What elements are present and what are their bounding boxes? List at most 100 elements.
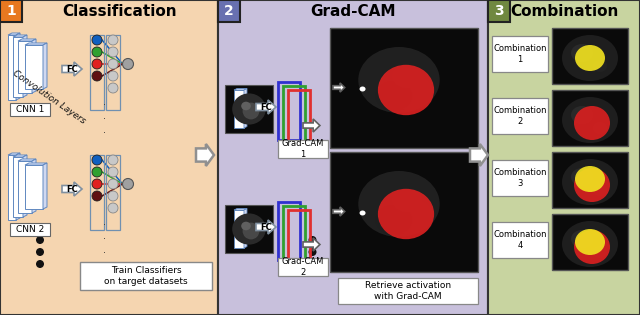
Ellipse shape [390,199,434,235]
Circle shape [92,155,102,165]
FancyBboxPatch shape [10,223,50,236]
FancyBboxPatch shape [13,157,23,217]
Circle shape [92,179,102,189]
Ellipse shape [241,102,251,110]
FancyBboxPatch shape [338,278,478,304]
FancyBboxPatch shape [330,152,478,272]
FancyBboxPatch shape [218,0,488,315]
Ellipse shape [358,47,440,113]
Circle shape [308,236,317,244]
Ellipse shape [571,230,593,248]
Circle shape [108,203,118,213]
Text: FC: FC [66,185,78,193]
Text: FC: FC [260,222,272,232]
Ellipse shape [390,75,434,111]
Polygon shape [234,89,247,90]
Polygon shape [25,43,47,45]
Circle shape [92,71,102,81]
Polygon shape [23,35,27,97]
Text: ·
·
·: · · · [104,100,106,138]
Polygon shape [13,35,27,37]
Text: FC: FC [260,102,272,112]
Ellipse shape [574,168,610,202]
Ellipse shape [574,230,610,264]
Polygon shape [225,89,236,90]
Text: Combination
1: Combination 1 [493,44,547,64]
Circle shape [92,59,102,69]
Ellipse shape [360,87,365,91]
FancyBboxPatch shape [18,41,32,93]
Polygon shape [43,43,47,89]
Polygon shape [8,33,20,35]
FancyBboxPatch shape [492,222,548,258]
Polygon shape [225,209,236,210]
Circle shape [92,35,102,45]
FancyBboxPatch shape [552,90,628,146]
Text: Combination
2: Combination 2 [493,106,547,126]
Polygon shape [8,153,20,155]
FancyBboxPatch shape [225,90,233,128]
Ellipse shape [232,94,266,125]
Ellipse shape [392,188,422,212]
Circle shape [92,47,102,57]
Ellipse shape [593,184,607,196]
Text: 3: 3 [494,4,504,18]
Circle shape [108,83,118,93]
FancyBboxPatch shape [330,28,478,148]
Polygon shape [233,89,236,128]
Ellipse shape [571,44,593,62]
Ellipse shape [562,221,618,267]
Circle shape [92,167,102,177]
FancyBboxPatch shape [13,37,23,97]
Circle shape [108,167,118,177]
FancyBboxPatch shape [25,165,43,209]
Circle shape [108,59,118,69]
Ellipse shape [243,223,259,239]
Polygon shape [25,163,47,165]
Text: Combination: Combination [510,3,618,19]
FancyBboxPatch shape [492,98,548,134]
FancyBboxPatch shape [552,152,628,208]
Text: 1: 1 [6,4,16,18]
Ellipse shape [575,45,605,71]
Polygon shape [43,163,47,209]
Polygon shape [13,155,27,157]
Text: Combination
4: Combination 4 [493,230,547,250]
Ellipse shape [376,205,413,235]
Circle shape [308,248,317,256]
FancyBboxPatch shape [552,28,628,84]
Polygon shape [303,119,320,132]
Circle shape [122,59,134,70]
Circle shape [108,191,118,201]
Text: ·
·
·: · · · [104,220,106,258]
FancyBboxPatch shape [225,205,273,253]
Ellipse shape [378,189,434,239]
Text: Grad-CAM
2: Grad-CAM 2 [282,257,324,277]
FancyBboxPatch shape [488,0,640,315]
Text: CNN 2: CNN 2 [16,225,44,234]
Circle shape [122,179,134,190]
Ellipse shape [358,171,440,237]
Ellipse shape [376,81,413,111]
Ellipse shape [593,60,607,72]
Polygon shape [16,33,20,100]
FancyBboxPatch shape [0,0,22,22]
Polygon shape [256,100,276,114]
Text: Grad-CAM: Grad-CAM [310,3,396,19]
FancyBboxPatch shape [18,161,32,213]
Polygon shape [16,153,20,220]
FancyBboxPatch shape [218,0,240,22]
Text: Classification: Classification [63,3,177,19]
Polygon shape [32,39,36,93]
FancyBboxPatch shape [225,210,233,248]
Polygon shape [23,155,27,217]
Ellipse shape [243,103,259,119]
Circle shape [92,191,102,201]
FancyBboxPatch shape [25,45,43,89]
Text: Retrieve activation
with Grad-CAM: Retrieve activation with Grad-CAM [365,281,451,301]
Circle shape [36,260,44,268]
Polygon shape [470,144,488,166]
Polygon shape [62,182,82,196]
Text: CNN 1: CNN 1 [16,105,44,114]
Polygon shape [244,209,247,248]
